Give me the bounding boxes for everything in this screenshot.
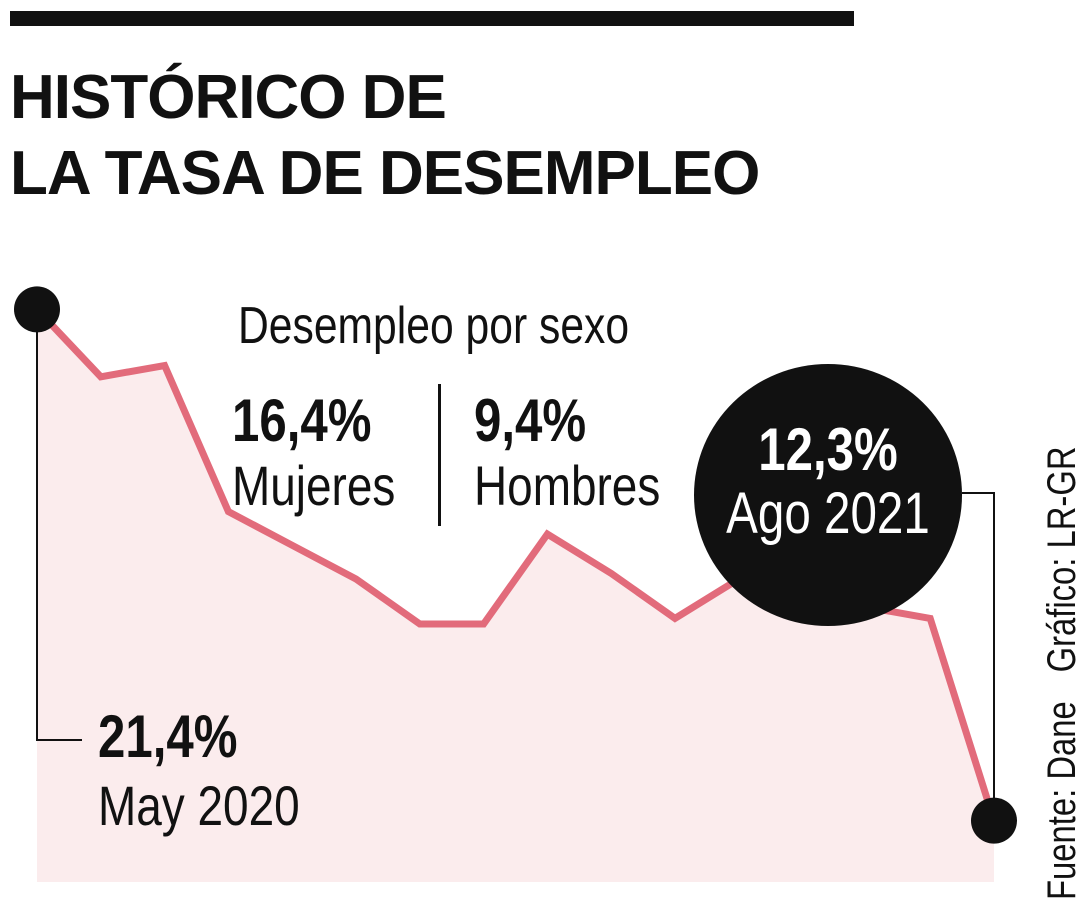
title-line-1: HISTÓRICO DE (10, 63, 447, 132)
chart-title: HISTÓRICO DE LA TASA DE DESEMPLEO (10, 60, 760, 212)
credit-text: Gráfico: LR-GR (1040, 446, 1080, 673)
by-sex-title: Desempleo por sexo (238, 297, 630, 355)
source-credit: Fuente: Dane Gráfico: LR-GR (1040, 446, 1080, 900)
start-date-label: May 2020 (98, 774, 300, 837)
start-connector (36, 309, 82, 741)
stat-separator (438, 384, 441, 526)
markers (14, 286, 1017, 844)
top-rule (10, 11, 854, 26)
source-text: Fuente: Dane (1040, 701, 1080, 900)
area-fill (37, 309, 994, 882)
men-label: Hombres (474, 454, 661, 517)
end-connector (962, 492, 995, 821)
title-line-2: LA TASA DE DESEMPLEO (10, 139, 760, 208)
women-value: 16,4% (232, 387, 372, 454)
women-label: Mujeres (232, 454, 396, 517)
start-marker (14, 286, 60, 333)
end-value-bubble: 12,3% Ago 2021 (694, 364, 962, 626)
start-value-label: 21,4% (98, 703, 238, 770)
end-date-label: Ago 2021 (726, 481, 930, 546)
men-value: 9,4% (474, 387, 587, 454)
end-value-label: 12,3% (758, 416, 898, 483)
end-marker (971, 797, 1017, 844)
